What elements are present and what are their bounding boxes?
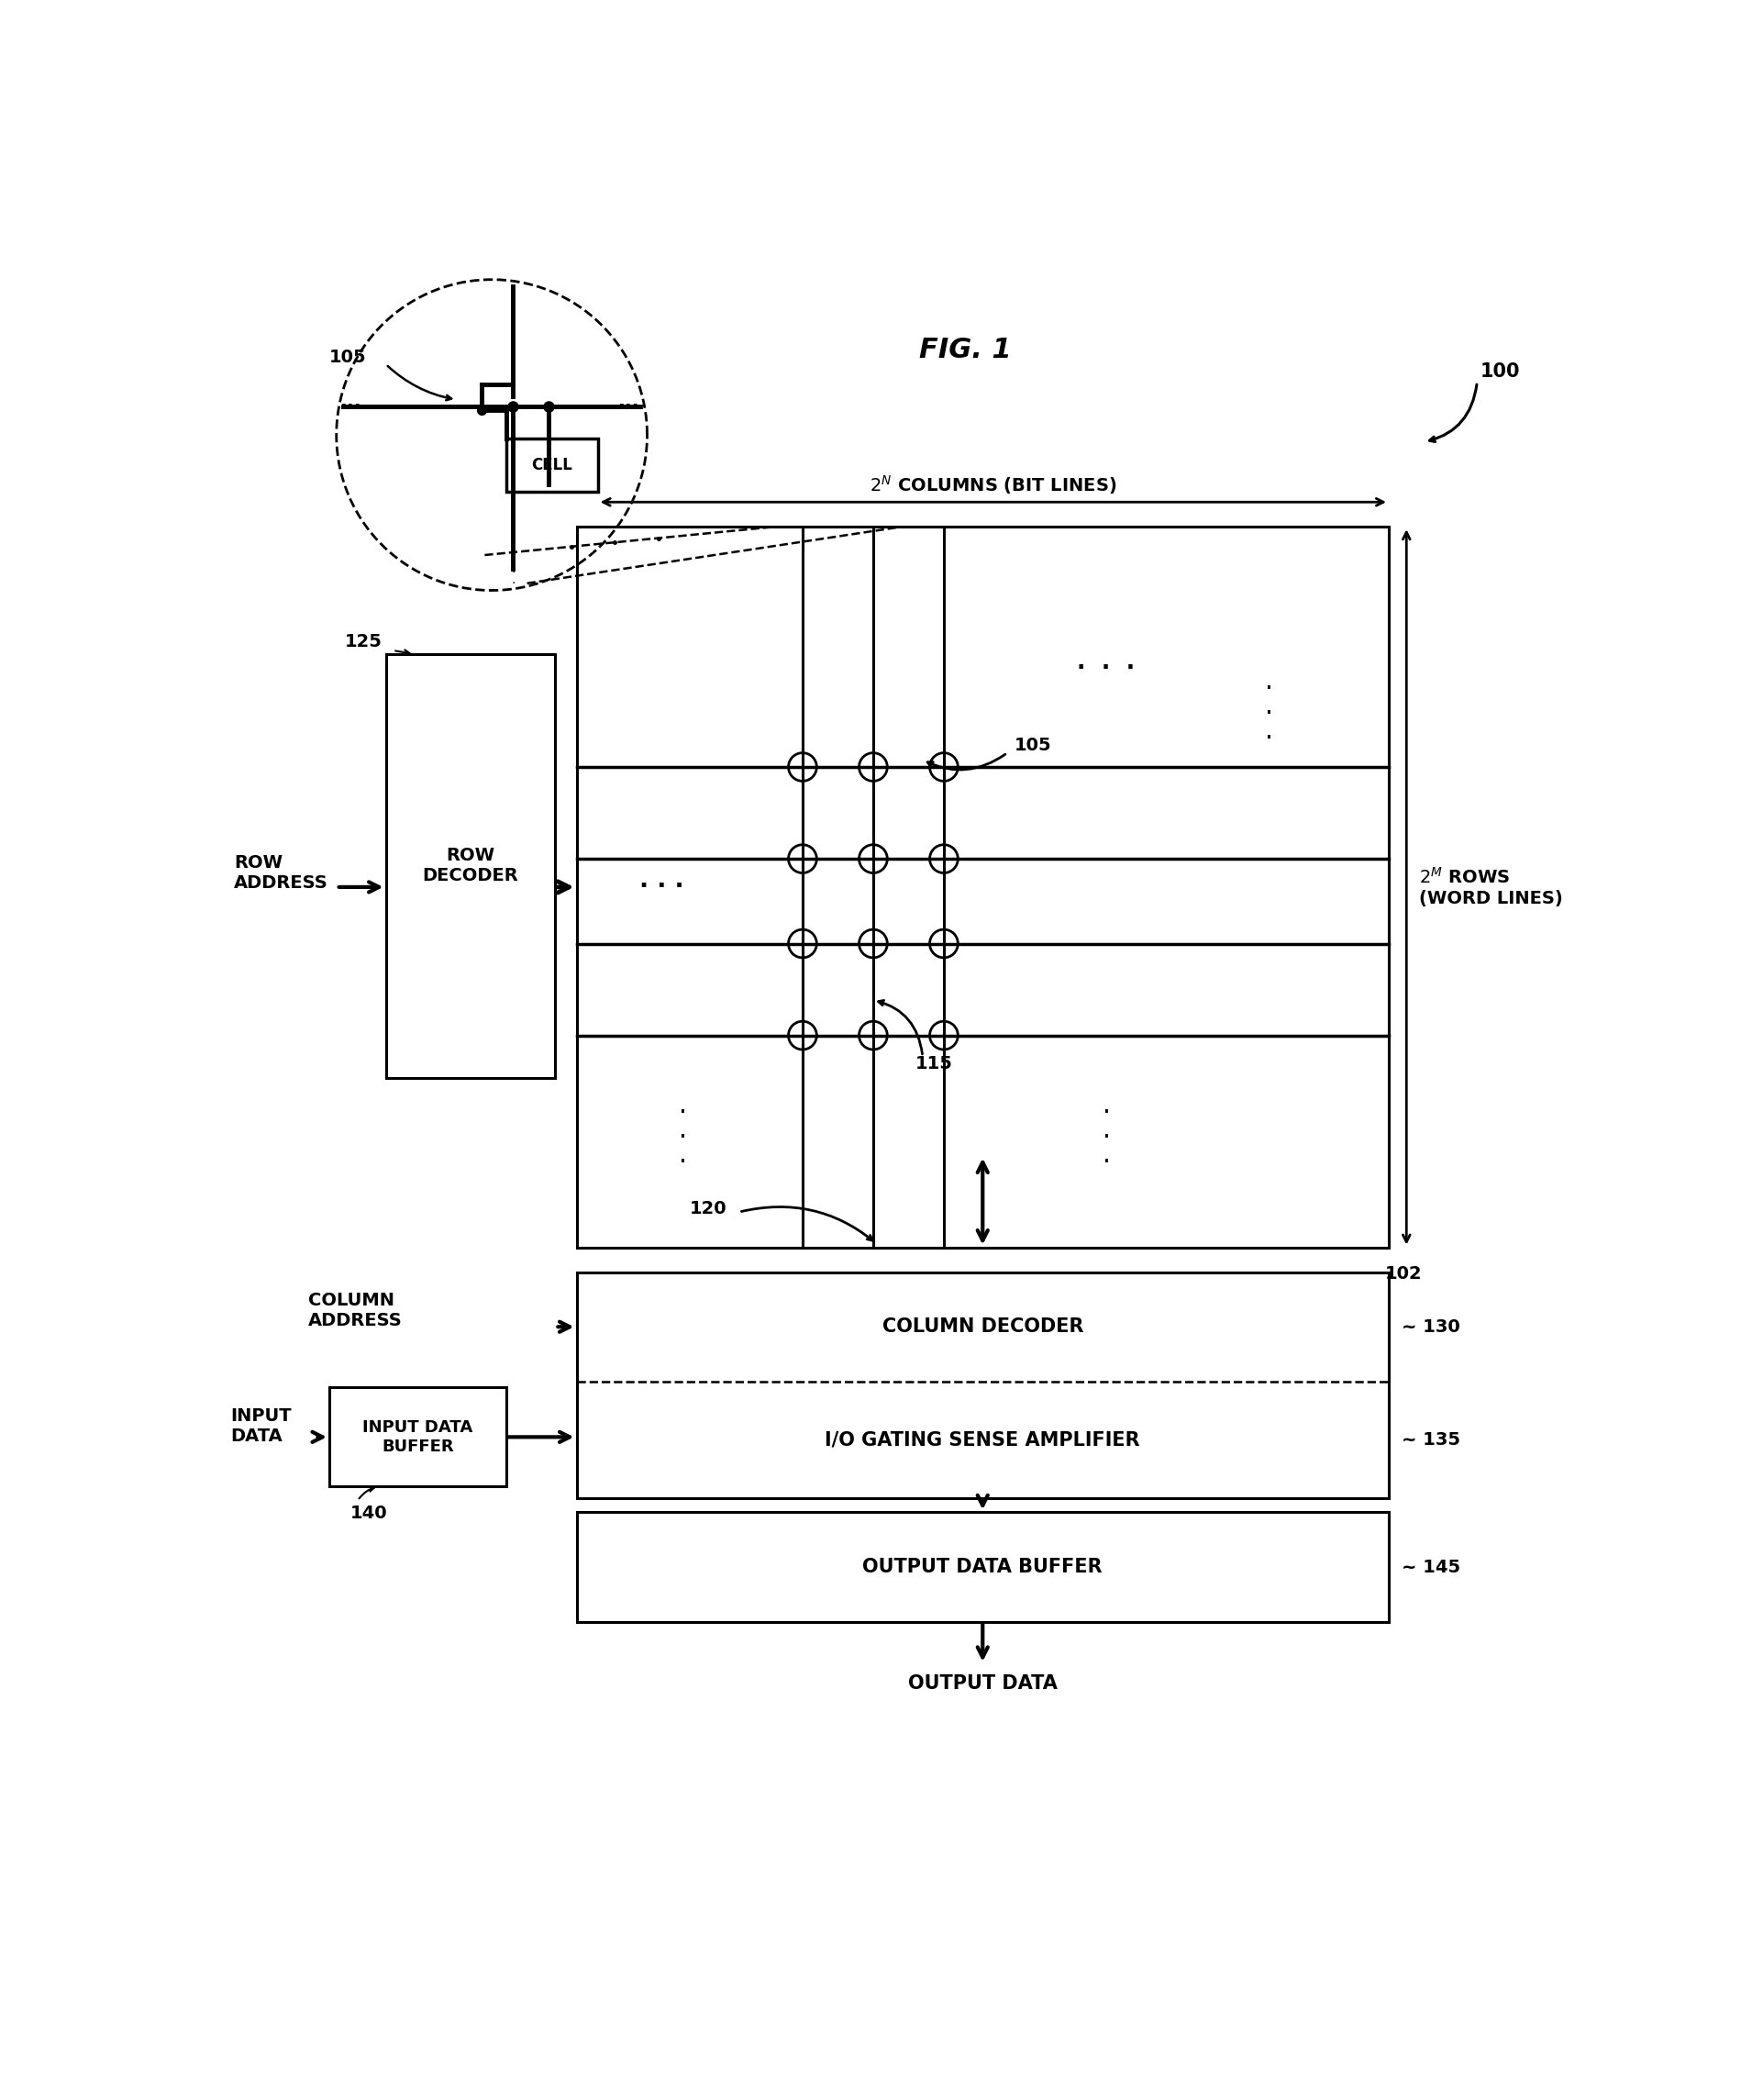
Text: INPUT DATA
BUFFER: INPUT DATA BUFFER [363,1420,473,1455]
Text: $2^M$ ROWS
(WORD LINES): $2^M$ ROWS (WORD LINES) [1419,867,1563,907]
Text: 120: 120 [690,1199,727,1218]
Bar [385,653,555,1077]
Text: I/O GATING SENSE AMPLIFIER: I/O GATING SENSE AMPLIFIER [825,1430,1141,1449]
Text: 100: 100 [1480,361,1521,380]
Text: ~ 135: ~ 135 [1402,1430,1459,1449]
Text: ·: · [1265,676,1272,701]
Bar [329,1388,506,1487]
Text: · · ·: · · · [639,876,683,899]
Text: $2^N$ COLUMNS (BIT LINES): $2^N$ COLUMNS (BIT LINES) [869,475,1116,496]
Text: ROW
DECODER: ROW DECODER [422,846,519,884]
Bar [576,527,1389,1247]
Text: 105: 105 [329,349,366,365]
Bar [506,439,597,491]
Bar [576,1273,1389,1497]
Text: ROW
ADDRESS: ROW ADDRESS [235,855,328,892]
Text: FIG. 1: FIG. 1 [918,336,1011,363]
Text: ·: · [1102,1149,1111,1176]
Text: 102: 102 [1386,1264,1423,1283]
Text: ·: · [678,1126,687,1151]
Text: ·  ·  ·: · · · [1077,657,1135,678]
Text: ·: · [1102,1100,1111,1126]
Text: COLUMN
ADDRESS: COLUMN ADDRESS [308,1292,403,1329]
Text: ·: · [1265,701,1272,727]
Text: ···: ··· [340,397,361,416]
Text: ···: ··· [618,397,639,416]
Text: ·: · [678,1100,687,1126]
Text: 140: 140 [350,1504,387,1523]
Text: ·
·
·: · · · [512,554,515,590]
Text: INPUT
DATA: INPUT DATA [231,1407,291,1445]
Bar [576,1512,1389,1621]
Text: 115: 115 [916,1054,953,1073]
Text: ·: · [678,1149,687,1176]
Text: ~ 130: ~ 130 [1402,1319,1459,1336]
Text: OUTPUT DATA: OUTPUT DATA [908,1674,1058,1693]
Text: ·: · [1102,1126,1111,1151]
Text: 125: 125 [345,632,382,651]
Text: CELL: CELL [531,456,573,473]
Text: COLUMN DECODER: COLUMN DECODER [881,1317,1083,1336]
Text: 105: 105 [1014,737,1051,754]
Text: ~ 145: ~ 145 [1402,1558,1461,1575]
Text: OUTPUT DATA BUFFER: OUTPUT DATA BUFFER [862,1558,1102,1577]
Text: ·: · [1265,727,1272,752]
Text: ·
·
·: · · · [512,284,515,317]
